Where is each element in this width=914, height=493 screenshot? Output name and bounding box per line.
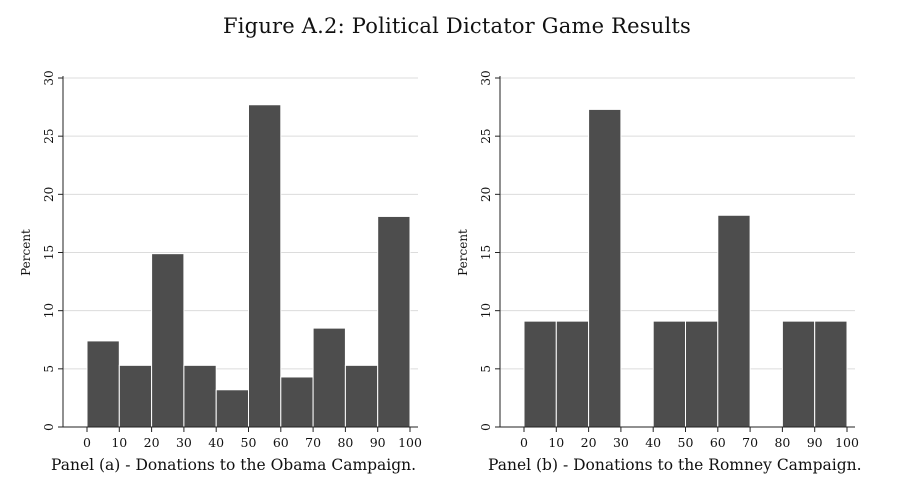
panel-a-x-tick-label: 30	[176, 435, 192, 450]
panel-b-y-tick-label: 5	[479, 365, 493, 373]
panel-b-y-tick-label: 0	[479, 423, 493, 431]
panel-a-y-tick-label: 20	[42, 187, 56, 202]
panel-b-bar	[814, 320, 848, 428]
panel-b-y-tick-label: 10	[479, 303, 493, 318]
panel-a-x-tick-label: 10	[111, 435, 127, 450]
panel-b-histogram: 0 5 10 15 20 25 30 0 10 20 30 40 50 60 70 80 90 100 Percen…	[456, 70, 859, 450]
panel-b-caption: Panel (b) - Donations to the Romney Camp…	[488, 456, 862, 474]
panel-a-x-tick-label: 0	[83, 435, 91, 450]
panel-b-x-tick-label: 60	[710, 435, 726, 450]
panel-a-bar	[377, 215, 411, 428]
panel-b-x-tick-label: 100	[835, 435, 859, 450]
panel-a-bar	[215, 389, 249, 428]
panel-b-x-tick-label: 30	[613, 435, 629, 450]
panel-a-x-tick-label: 50	[241, 435, 257, 450]
panel-b-x-tick-label: 50	[678, 435, 694, 450]
panel-a-bar	[312, 327, 346, 428]
panel-a-bar	[151, 253, 185, 428]
panel-b-bar	[717, 214, 751, 428]
panel-b-x-tick-label: 40	[645, 435, 661, 450]
panel-b-bar	[523, 320, 557, 428]
panel-b-bar	[588, 108, 622, 428]
panel-a-y-tick-label: 15	[42, 245, 56, 260]
panel-b-x-tick-label: 20	[581, 435, 597, 450]
panel-a-bar	[183, 364, 217, 428]
panel-b-y-tick-label: 20	[479, 187, 493, 202]
panel-b-y-tick-label: 25	[479, 129, 493, 144]
panel-b-chart: 0 5 10 15 20 25 30 0 10 20 30 40 50 60 70 80 90 100 Percen…	[447, 58, 867, 453]
panel-b-y-tick-label: 15	[479, 245, 493, 260]
panel-a-bar	[248, 104, 282, 428]
panel-a-y-tick-label: 0	[42, 423, 56, 431]
panel-b-x-tick-label: 90	[807, 435, 823, 450]
panel-b-x-tick-label: 70	[742, 435, 758, 450]
panel-b-bar	[652, 320, 686, 428]
panel-b-x-tick-label: 10	[548, 435, 564, 450]
panel-a-histogram: 0 5 10 15 20 25 30 0 10 20 30 40 50 60 70 80 90 100 Percen…	[19, 70, 422, 450]
panel-a-x-tick-label: 90	[370, 435, 386, 450]
panel-a-x-tick-label: 100	[398, 435, 422, 450]
panel-a-y-axis-label: Percent	[19, 229, 33, 276]
panel-a-y-tick-label: 30	[42, 70, 56, 85]
panel-b-bar	[555, 320, 590, 428]
panel-a-caption: Panel (a) - Donations to the Obama Campa…	[51, 456, 417, 474]
figure-title: Figure A.2: Political Dictator Game Resu…	[223, 14, 691, 38]
panel-b-x-tick-label: 0	[520, 435, 528, 450]
panel-a-y-tick-label: 5	[42, 365, 56, 373]
panel-a-x-tick-label: 80	[337, 435, 353, 450]
panel-b-y-axis-label: Percent	[456, 229, 470, 276]
panel-a-bar	[118, 364, 153, 428]
panel-a-x-tick-label: 60	[273, 435, 289, 450]
panel-a-x-tick-label: 40	[208, 435, 224, 450]
panel-a-bar	[280, 376, 314, 428]
panel-b-x-tick-label: 80	[774, 435, 790, 450]
panel-a-x-tick-label: 70	[305, 435, 321, 450]
panel-a-bar	[86, 340, 120, 428]
panel-b-y-tick-label: 30	[479, 70, 493, 85]
panel-a-x-tick-label: 20	[144, 435, 160, 450]
panel-b-bar	[685, 320, 719, 428]
panel-a-y-tick-label: 25	[42, 129, 56, 144]
panel-a-y-tick-label: 10	[42, 303, 56, 318]
panel-a-bar	[344, 364, 379, 428]
panel-a-chart: 0 5 10 15 20 25 30 0 10 20 30 40 50 60 70 80 90 100 Percen…	[10, 58, 430, 453]
panel-b-bar	[781, 320, 816, 428]
